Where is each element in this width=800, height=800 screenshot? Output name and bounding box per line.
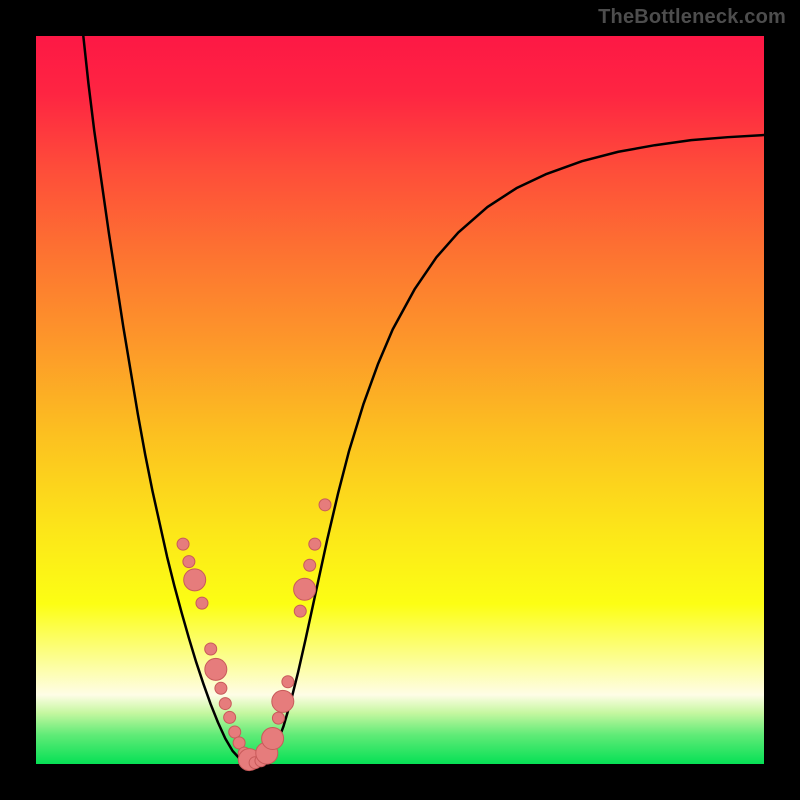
watermark-label: TheBottleneck.com [598, 6, 786, 29]
plot-background [36, 36, 764, 764]
chart-container: TheBottleneck.com [0, 0, 800, 800]
